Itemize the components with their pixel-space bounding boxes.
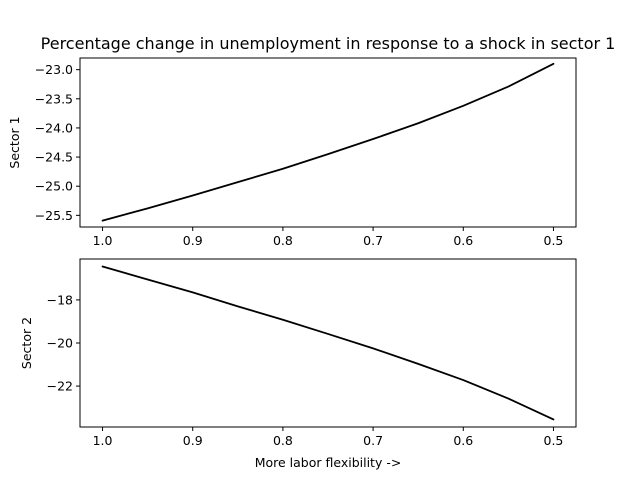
- top-y-tick-label: −23.5: [35, 91, 73, 106]
- top-x-tick-label: 0.6: [453, 233, 473, 248]
- bottom-y-ticks: −22 −20 −18: [47, 292, 80, 394]
- bottom-plot-frame: [79, 258, 577, 428]
- bottom-x-tick-label: 0.9: [183, 433, 203, 448]
- top-x-tick-label: 0.5: [544, 233, 564, 248]
- bottom-y-tick-label: −20: [47, 336, 73, 351]
- top-y-axis-label: Sector 1: [7, 116, 22, 168]
- bottom-series-line-0: [101, 265, 555, 421]
- top-y-tick-label: −25.0: [35, 179, 73, 194]
- chart-title: Percentage change in unemployment in res…: [41, 34, 616, 53]
- bottom-x-tick-label: 1.0: [93, 433, 113, 448]
- bottom-x-tick-label: 0.6: [453, 433, 473, 448]
- top-y-tick-label: −24.5: [35, 150, 73, 165]
- top-x-tick-label: 0.9: [183, 233, 203, 248]
- top-series-line-0: [101, 62, 555, 222]
- bottom-x-tick-label: 0.7: [363, 433, 383, 448]
- top-axes: 1.0 0.9 0.8 0.7 0.6 0.5 −25.5−25.0−24.5−24.0−…: [7, 57, 577, 248]
- bottom-x-tick-label: 0.5: [544, 433, 564, 448]
- top-x-tick-label: 0.7: [363, 233, 383, 248]
- bottom-x-tick-label: 0.8: [273, 433, 293, 448]
- bottom-y-axis-label: Sector 2: [19, 317, 34, 369]
- bottom-y-tick-label: −22: [47, 379, 73, 394]
- top-plot-frame: [79, 57, 577, 228]
- top-series: [101, 62, 555, 222]
- bottom-series: [101, 265, 555, 421]
- top-x-tick-label: 1.0: [93, 233, 113, 248]
- bottom-y-tick-label: −18: [47, 292, 73, 307]
- top-y-ticks: −25.5 −25.0 −24.5 −24.0 −23.5 −23.0: [35, 62, 80, 223]
- top-y-tick-label: −24.0: [35, 120, 73, 135]
- x-axis-label: More labor flexibility ->: [255, 455, 402, 470]
- bottom-axes: 1.0 0.9 0.8 0.7 0.6 0.5 −22 −20 −18 Sector 2 Mo…: [19, 258, 577, 470]
- top-y-tick-label: −23.0: [35, 62, 73, 77]
- top-x-tick-label: 0.8: [273, 233, 293, 248]
- bottom-x-ticks: 1.0 0.9 0.8 0.7 0.6 0.5: [93, 427, 564, 448]
- top-y-tick-label: −25.5: [35, 208, 73, 223]
- top-x-ticks: 1.0 0.9 0.8 0.7 0.6 0.5: [93, 227, 564, 248]
